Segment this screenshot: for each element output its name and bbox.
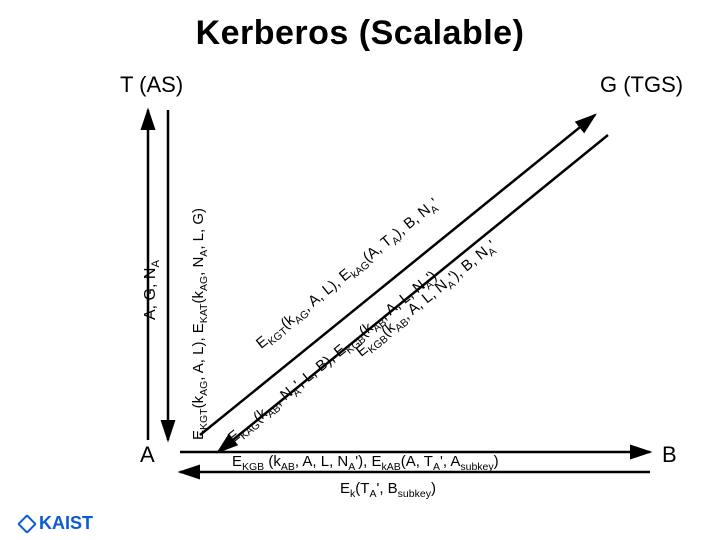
node-A: A xyxy=(140,442,155,468)
node-G: G (TGS) xyxy=(600,72,683,98)
slide-title: Kerberos (Scalable) xyxy=(0,14,720,53)
node-B: B xyxy=(662,442,677,468)
label-B-to-A: Ek(TA', Bsubkey) xyxy=(340,480,436,500)
logo-icon xyxy=(17,514,37,534)
slide: Kerberos (Scalable) T (AS) G (TGS) A B A… xyxy=(0,0,720,540)
label-A-to-B: EKGB (kAB, A, L, NA'), EkAB(A, TA', Asub… xyxy=(232,453,499,473)
logo-text: KAIST xyxy=(39,513,93,534)
logo: KAIST xyxy=(20,513,93,534)
label-A-to-T: A, G, NA xyxy=(142,260,162,320)
label-A-to-G-1: EKGT(kAG, A, L), EkAG(A, TA), B, NA' xyxy=(253,195,443,355)
node-T: T (AS) xyxy=(120,72,183,98)
label-T-to-A: EKGT(kAG, A, L), EKAT(kAG, NA, L, G) xyxy=(190,208,210,440)
